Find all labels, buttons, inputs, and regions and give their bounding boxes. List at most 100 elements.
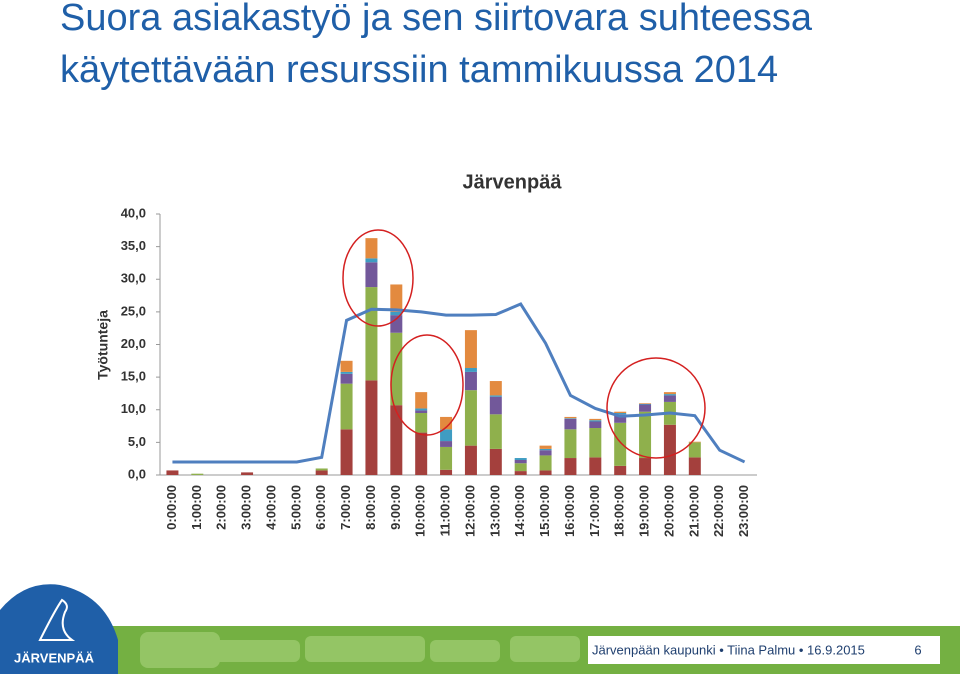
bar-segment [589,457,602,475]
bar-segment [340,360,353,372]
y-tick-label: 15,0 [121,369,146,384]
bar-segment [589,428,602,458]
bar-segment [440,469,453,475]
x-tick-label: 22:00:00 [711,485,726,537]
bar-segment [464,367,477,372]
x-tick-label: 5:00:00 [288,485,303,530]
bar-segment [415,392,428,409]
y-tick-label: 30,0 [121,271,146,286]
bar-segment [514,459,527,464]
x-tick-label: 11:00:00 [438,485,453,536]
bar-segment [639,411,652,459]
bar-segment [688,457,701,475]
bar-segment [614,413,627,415]
x-tick-label: 4:00:00 [263,485,278,530]
bar-segment [663,394,676,396]
bar-segment [241,472,254,475]
bar-segment [440,429,453,442]
x-tick-label: 3:00:00 [239,485,254,530]
x-tick-label: 8:00:00 [363,485,378,530]
bar-segment [539,450,552,456]
bar-segment [564,418,577,430]
bar-segment [564,429,577,459]
bar-segment [614,422,627,466]
x-tick-label: 12:00:00 [462,485,477,537]
bar-segment [415,432,428,475]
bar-segment [564,416,577,419]
resource-line [172,302,746,464]
bar-segment [166,470,179,475]
x-tick-label: 23:00:00 [736,485,751,537]
footer-box [588,636,918,664]
x-tick-label: 21:00:00 [686,485,701,537]
bar-segment [589,420,602,422]
bar-segment [415,408,428,411]
bar-segment [365,287,378,381]
y-tick-label: 35,0 [121,238,146,253]
x-tick-label: 15:00:00 [537,485,552,537]
bar-segment [340,429,353,475]
bar-segment [340,373,353,384]
bar-segment [639,404,652,412]
x-tick-label: 9:00:00 [388,485,403,530]
bar-segment [663,424,676,475]
bar-segment [514,471,527,475]
bar-segment [489,396,502,415]
bar-segment [614,411,627,414]
bar-segment [415,413,428,433]
bar-segment [589,421,602,429]
x-tick-label: 18:00:00 [612,485,627,537]
bar-segment [191,473,204,475]
y-tick-label: 0,0 [128,466,146,481]
bar-segment [365,238,378,259]
x-tick-label: 14:00:00 [512,485,527,537]
bar-segment [365,258,378,263]
bar-segment [415,410,428,414]
bar-segment [539,445,552,449]
bar-segment [365,380,378,475]
bar-segment [315,468,328,471]
logo-swan [38,598,76,641]
x-tick-label: 17:00:00 [587,485,602,537]
bar-segment [688,442,701,458]
highlight-circle [390,334,464,436]
bar-segment [340,371,353,374]
y-tick-label: 25,0 [121,303,146,318]
y-tick-label: 40,0 [121,205,146,220]
bar-segment [440,441,453,447]
page-number: 6 [914,642,921,657]
highlight-circle [606,357,706,459]
x-tick-label: 20:00:00 [661,485,676,537]
slide-title: käytettävään resurssiin tammikuussa 2014 [60,49,778,91]
bar-segment [663,392,676,395]
x-tick-label: 1:00:00 [189,485,204,530]
bar-segment [514,463,527,472]
bar-segment [514,458,527,460]
bar-segment [390,332,403,406]
bar-segment [464,390,477,446]
bar-segment [440,446,453,470]
bar-segment [688,441,701,443]
x-tick-label: 13:00:00 [487,485,502,537]
y-tick-label: 20,0 [121,336,146,351]
bar-segment [589,418,602,421]
x-tick-label: 6:00:00 [313,485,328,530]
bar-segment [464,445,477,475]
bar-segment [489,448,502,475]
bar-segment [614,414,627,423]
bar-segment [539,448,552,451]
page-box [900,636,940,664]
x-tick-label: 10:00:00 [413,485,428,537]
bar-segment [440,416,453,430]
y-axis-label: Työtunteja [95,310,111,380]
bar-segment [390,315,403,333]
bar-segment [564,458,577,475]
bar-segment [315,470,328,475]
x-tick-label: 19:00:00 [637,485,652,537]
bar-segment [489,395,502,397]
x-tick-label: 0:00:00 [164,485,179,530]
x-tick-label: 16:00:00 [562,485,577,537]
chart-title: Järvenpää [463,171,563,193]
